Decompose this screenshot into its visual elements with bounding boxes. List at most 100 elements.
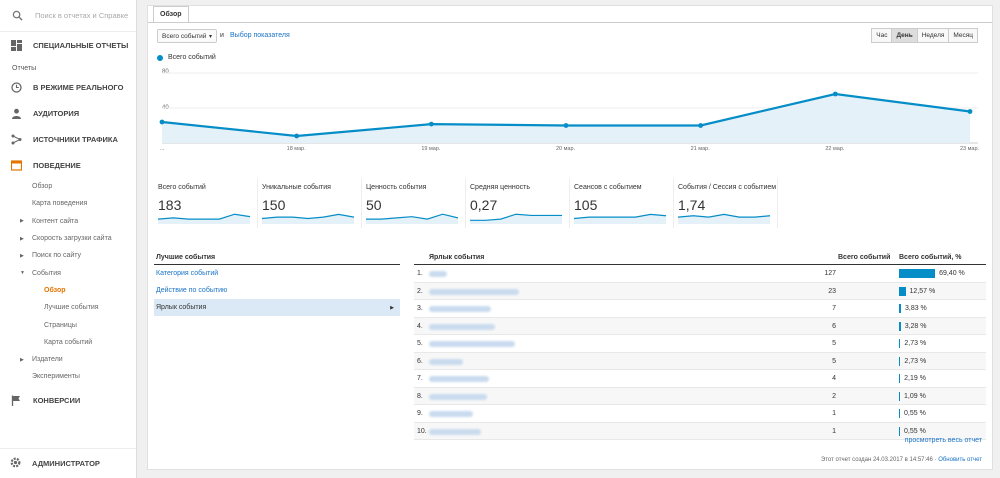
sidebar-item-6[interactable]: Обзор — [0, 282, 136, 299]
dashboard-icon — [10, 39, 22, 51]
flag-icon — [10, 395, 22, 407]
sidebar-item-1[interactable]: Карта поведения — [0, 195, 136, 212]
x-tick-label: ... — [160, 146, 165, 152]
expand-arrow-icon: ▶ — [20, 252, 24, 259]
row-index: 5. — [417, 340, 423, 347]
event-label-link[interactable] — [429, 376, 489, 382]
sidebar-item-8[interactable]: Страницы — [0, 316, 136, 333]
sidebar-item-2[interactable]: ▶ Контент сайта — [0, 213, 136, 230]
x-tick-label: 19 мар. — [421, 146, 441, 152]
period-button-0[interactable]: Час — [871, 28, 893, 43]
scorecard[interactable]: Уникальные события 150 — [258, 178, 362, 228]
row-index: 10. — [417, 427, 427, 435]
data-point[interactable] — [428, 121, 434, 127]
sparkline-line — [158, 213, 250, 220]
sidebar-item-11[interactable]: Эксперименты — [0, 368, 136, 385]
metric-select[interactable]: Всего событий ▾ — [157, 29, 217, 43]
period-button-1[interactable]: День — [891, 28, 918, 43]
table-row: 2. 23 12,57 % — [414, 282, 986, 300]
scorecards: Всего событий 183 Уникальные события 150 Цен… — [154, 178, 778, 228]
scorecard[interactable]: Средняя ценность 0,27 — [466, 178, 570, 228]
sidebar-item-7[interactable]: Лучшие события — [0, 299, 136, 316]
data-point[interactable] — [563, 123, 569, 128]
nav-acquisition[interactable]: ИСТОЧНИКИ ТРАФИКА — [0, 126, 136, 152]
sparkline — [678, 213, 770, 224]
row-total: 4 — [832, 375, 836, 382]
sidebar-item-5[interactable]: ▼ События — [0, 264, 136, 281]
dimension-option-label: Категория событий — [156, 270, 219, 277]
row-percent: 1,09 % — [904, 392, 926, 400]
period-button-2[interactable]: Неделя — [916, 28, 950, 43]
x-tick-label: 23 мар. — [960, 146, 980, 152]
acquisition-icon — [10, 133, 22, 145]
event-label-link[interactable] — [429, 428, 481, 435]
scorecard[interactable]: Ценность события 50 — [362, 178, 466, 228]
sparkline-area — [262, 214, 354, 224]
sidebar-item-label: Обзор — [44, 286, 66, 294]
scorecard[interactable]: События / Сессия с событием 1,74 — [674, 178, 778, 228]
row-total: 7 — [832, 305, 836, 312]
view-full-report-link[interactable]: просмотреть весь отчет — [904, 437, 982, 444]
table-row: 10. 1 0,55 % — [414, 422, 986, 440]
event-label-link[interactable] — [429, 323, 495, 330]
nav-custom-reports[interactable]: СПЕЦИАЛЬНЫЕ ОТЧЕТЫ — [0, 32, 136, 58]
sidebar-item-label: Обзор — [32, 183, 53, 191]
row-percent: 69,40 % — [939, 270, 965, 277]
scorecard-value: 1,74 — [678, 197, 706, 213]
event-label-link[interactable] — [429, 393, 487, 400]
sidebar-item-3[interactable]: ▶ Скорость загрузки сайта — [0, 230, 136, 247]
period-button-3[interactable]: Месяц — [948, 28, 978, 43]
reports-section-label: Отчеты — [12, 65, 37, 72]
data-point[interactable] — [967, 109, 973, 114]
nav-realtime[interactable]: В РЕЖИМЕ РЕАЛЬНОГО — [0, 74, 136, 100]
event-label-link[interactable] — [429, 411, 473, 417]
header-percent[interactable]: Всего событий, % — [899, 254, 962, 261]
scorecard[interactable]: Всего событий 183 — [154, 178, 258, 228]
row-percent: 2,19 % — [904, 375, 926, 382]
refresh-report-link[interactable]: Обновить отчет — [938, 457, 982, 463]
dimension-option[interactable]: Ярлык события ▶ — [154, 299, 400, 316]
event-label-link[interactable] — [429, 306, 491, 312]
header-label[interactable]: Ярлык события — [429, 254, 485, 261]
table-row: 6. 5 2,73 % — [414, 352, 986, 370]
row-percent: 2,73 % — [904, 357, 927, 365]
share-bar — [899, 426, 900, 436]
row-index: 8. — [417, 392, 423, 400]
chevron-right-icon: ▶ — [390, 304, 394, 311]
nav-audience[interactable]: АУДИТОРИЯ — [0, 100, 136, 126]
nav-conversions[interactable]: КОНВЕРСИИ — [0, 388, 136, 414]
nav-admin[interactable]: АДМИНИСТРАТОР — [0, 448, 136, 478]
share-bar — [899, 391, 900, 401]
event-label-link[interactable] — [429, 341, 515, 347]
choose-metric-link[interactable]: Выбор показателя — [230, 32, 290, 39]
report-footer: Этот отчет создан 24.03.2017 в 14:57:46 … — [821, 457, 982, 463]
event-label-link[interactable] — [429, 288, 519, 295]
row-percent: 0,55 % — [904, 427, 926, 435]
x-tick-label: 21 мар. — [690, 146, 710, 152]
nav-behavior[interactable]: ПОВЕДЕНИЕ — [0, 152, 136, 178]
data-point[interactable] — [294, 133, 300, 139]
table-row: 4. 6 3,28 % — [414, 317, 986, 335]
report-created-text: Этот отчет создан 24.03.2017 в 14:57:46 … — [820, 457, 937, 463]
dimension-option[interactable]: Категория событий — [154, 265, 400, 282]
sparkline-area — [470, 214, 562, 224]
data-point[interactable] — [832, 91, 838, 97]
row-index: 9. — [417, 410, 423, 417]
scorecard[interactable]: Сеансов с событием 105 — [570, 178, 674, 228]
dimension-option[interactable]: Действие по событию — [154, 282, 400, 299]
event-label-link[interactable] — [429, 271, 447, 277]
sparkline — [574, 213, 666, 224]
data-point[interactable] — [159, 119, 165, 125]
tab-overview[interactable]: Обзор — [153, 6, 189, 22]
share-bar — [899, 269, 936, 278]
sidebar-item-10[interactable]: ▶ Издатели — [0, 351, 136, 368]
sidebar-item-4[interactable]: ▶ Поиск по сайту — [0, 247, 136, 264]
row-total: 1 — [832, 427, 836, 435]
sidebar-item-0[interactable]: Обзор — [0, 178, 136, 195]
data-point[interactable] — [698, 123, 704, 128]
event-label-link[interactable] — [429, 358, 463, 365]
sidebar-item-9[interactable]: Карта событий — [0, 334, 136, 351]
header-total[interactable]: Всего событий — [838, 254, 891, 261]
search-box[interactable]: Поиск в отчетах и Справке — [0, 0, 136, 32]
nav-audience-label: АУДИТОРИЯ — [33, 108, 80, 118]
